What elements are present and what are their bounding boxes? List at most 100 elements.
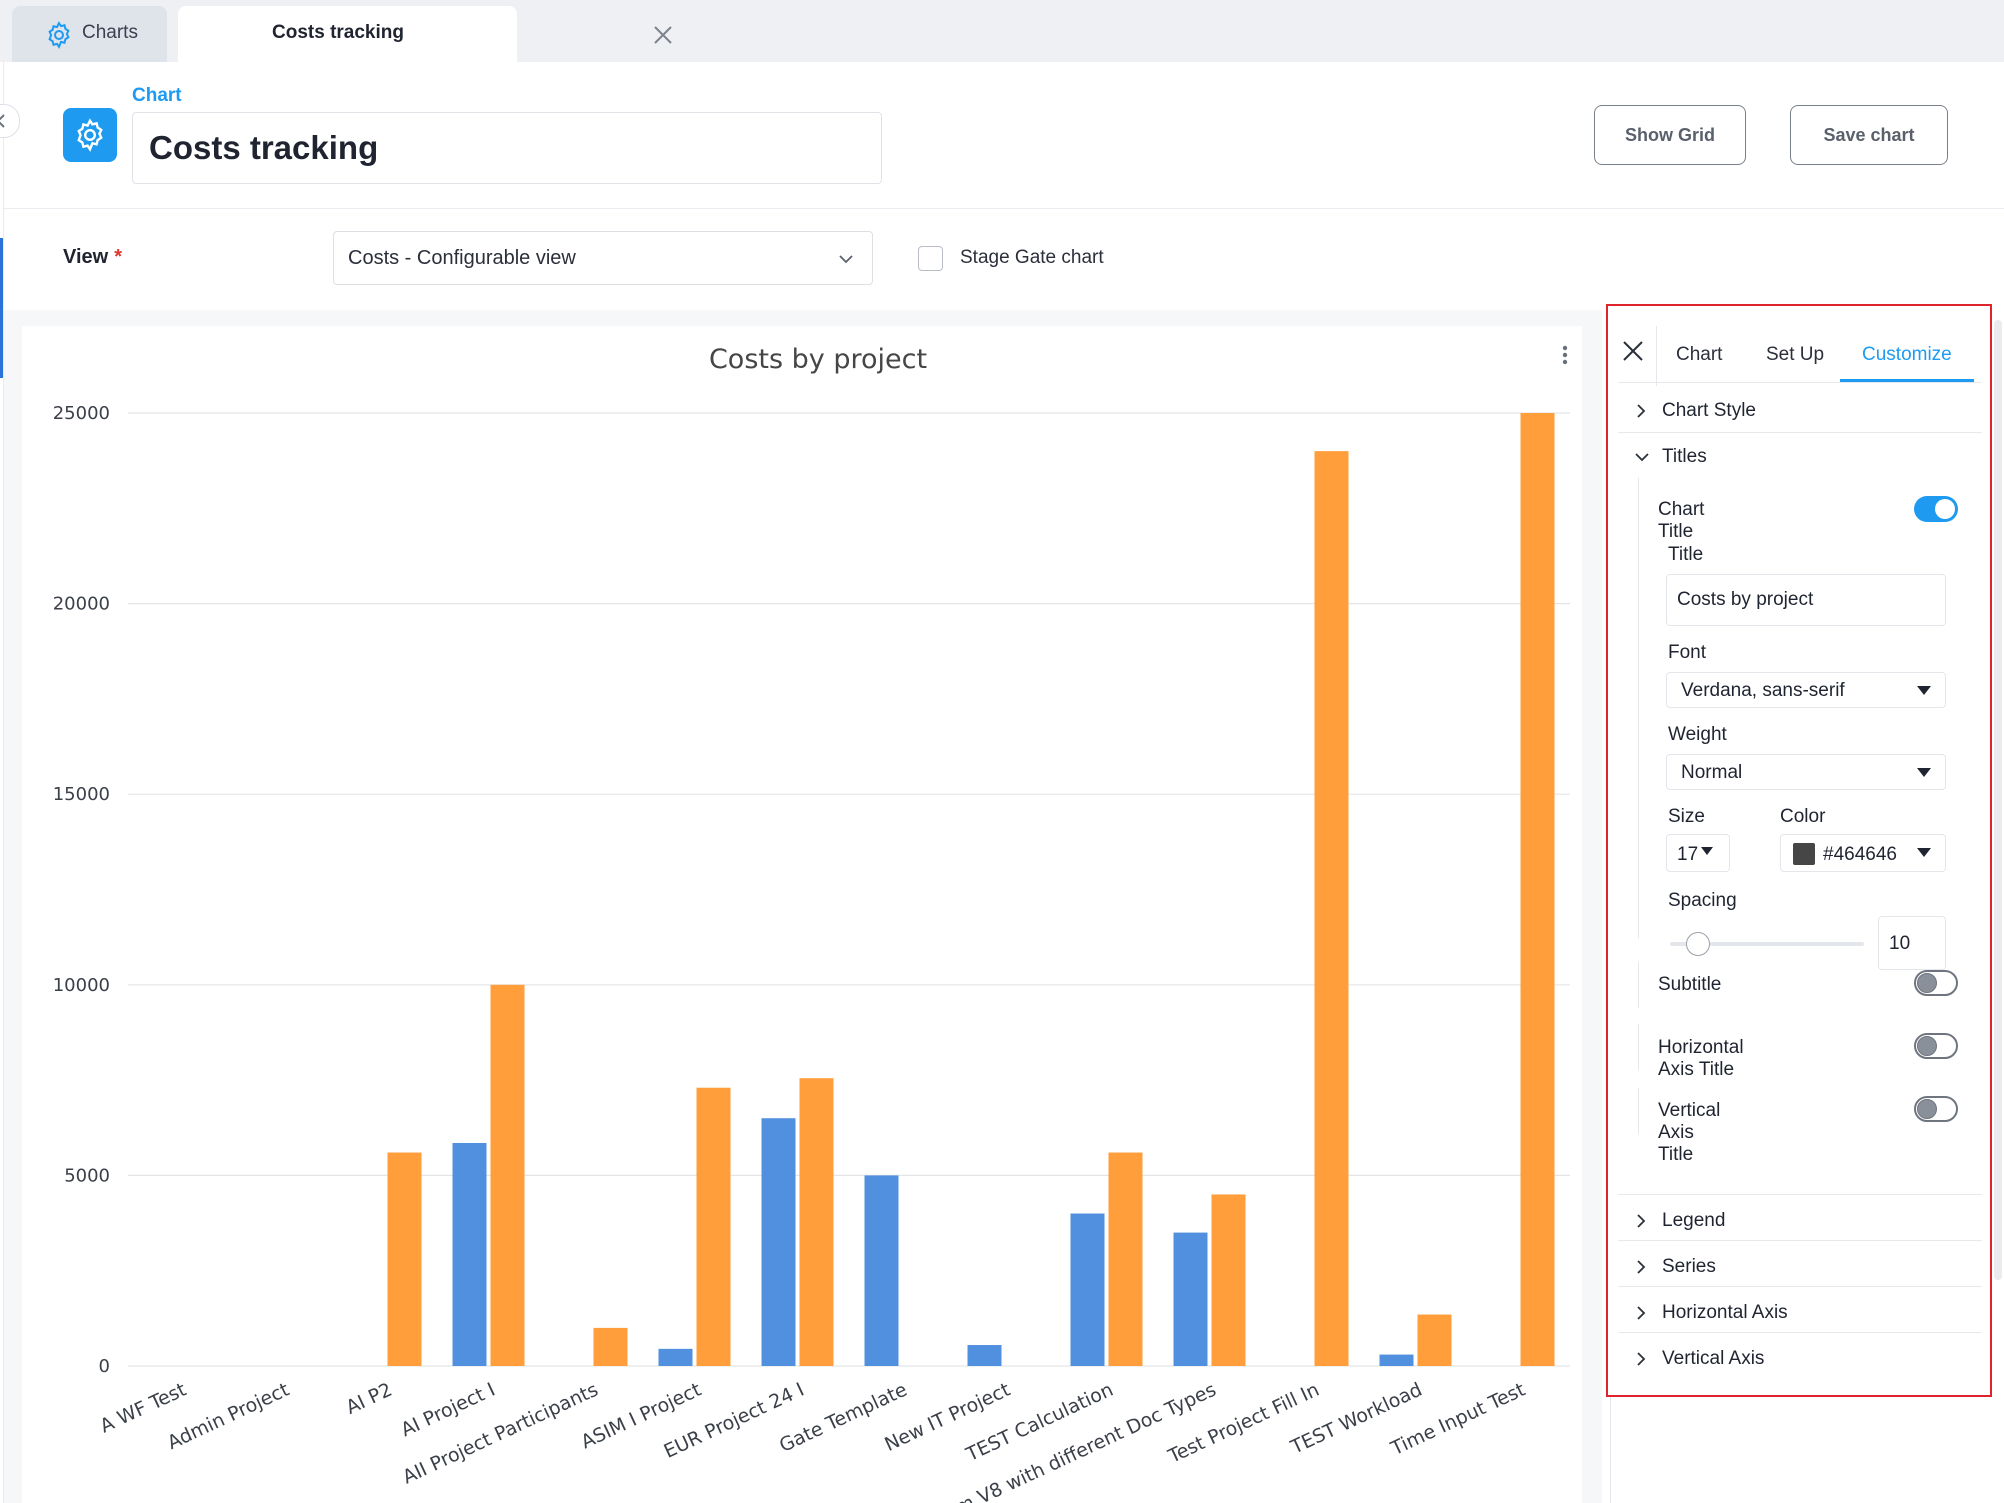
color-field-label: Color bbox=[1780, 806, 1826, 827]
chart-name-input[interactable]: Costs tracking bbox=[132, 112, 882, 184]
chart-title-toggle[interactable] bbox=[1914, 496, 1958, 522]
chevron-down-icon bbox=[1635, 453, 1649, 462]
bar-chart: Costs by project 0 5000 10000 15000 20000 2500… bbox=[53, 344, 1570, 1503]
stage-gate-label: Stage Gate chart bbox=[960, 247, 1104, 268]
chart-gear-icon bbox=[63, 108, 117, 162]
show-grid-button[interactable]: Show Grid bbox=[1594, 105, 1746, 165]
close-icon[interactable] bbox=[1620, 338, 1646, 364]
section-divider bbox=[1618, 1332, 1982, 1333]
tab-charts-label: Charts bbox=[82, 22, 138, 43]
collapse-sidebar-button[interactable] bbox=[0, 104, 20, 138]
section-divider bbox=[1618, 1240, 1982, 1241]
section-divider bbox=[1618, 1286, 1982, 1287]
bar bbox=[1417, 1314, 1452, 1366]
bar bbox=[452, 1142, 487, 1366]
bar bbox=[864, 1175, 899, 1366]
font-field-label: Font bbox=[1668, 642, 1707, 663]
stage-gate-checkbox[interactable] bbox=[918, 246, 943, 271]
vertical-axis-title-label: Vertical Axis Title bbox=[1658, 1100, 1721, 1165]
size-select[interactable]: 17 bbox=[1666, 834, 1730, 872]
vertical-axis-title-toggle[interactable] bbox=[1914, 1096, 1958, 1122]
bar bbox=[1173, 1232, 1208, 1366]
section-legend[interactable]: Legend bbox=[1618, 1198, 1982, 1244]
spacing-slider-handle[interactable] bbox=[1686, 932, 1710, 956]
page-kicker: Chart bbox=[132, 85, 182, 106]
x-tick-label: AII Project Participants bbox=[399, 1379, 601, 1489]
section-horizontal-axis-label: Horizontal Axis bbox=[1662, 1302, 1788, 1323]
subtitle-label: Subtitle bbox=[1658, 974, 1722, 995]
horizontal-axis-title-rail bbox=[1638, 1024, 1639, 1070]
panel-scrollbar[interactable] bbox=[1994, 320, 2002, 1280]
vertical-axis-title-rail bbox=[1638, 1088, 1639, 1134]
spacing-input[interactable]: 10 bbox=[1878, 916, 1946, 970]
bar bbox=[1379, 1354, 1414, 1366]
section-horizontal-axis[interactable]: Horizontal Axis bbox=[1618, 1290, 1982, 1336]
section-chart-style[interactable]: Chart Style bbox=[1618, 388, 1982, 434]
y-tick-label: 20000 bbox=[53, 594, 110, 615]
weight-select-value: Normal bbox=[1681, 762, 1743, 783]
bar bbox=[1314, 451, 1349, 1366]
bar bbox=[1211, 1194, 1246, 1366]
more-vertical-icon[interactable] bbox=[1560, 344, 1570, 366]
tab-customize[interactable]: Customize bbox=[1862, 344, 1952, 365]
tab-costs-tracking[interactable]: Costs tracking bbox=[178, 6, 672, 62]
x-tick-label: AI P2 bbox=[343, 1379, 396, 1419]
y-tick-label: 5000 bbox=[64, 1165, 110, 1186]
bar bbox=[593, 1327, 628, 1366]
spacing-slider-track[interactable] bbox=[1670, 942, 1864, 946]
section-chart-style-label: Chart Style bbox=[1662, 400, 1756, 421]
toggle-knob bbox=[1935, 499, 1955, 519]
chart-title-label: Chart Title bbox=[1658, 499, 1705, 542]
chevron-left-icon bbox=[0, 114, 5, 128]
header-divider bbox=[4, 208, 2004, 209]
section-series[interactable]: Series bbox=[1618, 1244, 1982, 1290]
font-select[interactable]: Verdana, sans-serif bbox=[1666, 672, 1946, 708]
section-divider bbox=[1618, 432, 1982, 433]
tab-chart[interactable]: Chart bbox=[1676, 344, 1723, 365]
section-titles[interactable]: Titles bbox=[1618, 434, 1982, 480]
chart-title: Costs by project bbox=[709, 344, 927, 375]
titles-rail bbox=[1638, 478, 1639, 938]
view-label-text: View bbox=[63, 246, 109, 268]
weight-select[interactable]: Normal bbox=[1666, 754, 1946, 790]
y-tick-label: 10000 bbox=[53, 975, 110, 996]
color-swatch bbox=[1793, 843, 1815, 865]
section-divider bbox=[1618, 1194, 1982, 1195]
close-icon[interactable] bbox=[652, 24, 674, 46]
title-input[interactable]: Costs by project bbox=[1666, 574, 1946, 626]
caret-down-icon bbox=[1917, 768, 1931, 777]
left-divider bbox=[3, 62, 4, 1503]
bar bbox=[490, 984, 525, 1366]
font-select-value: Verdana, sans-serif bbox=[1681, 680, 1845, 701]
y-tick-label: 25000 bbox=[53, 403, 110, 424]
save-chart-button[interactable]: Save chart bbox=[1790, 105, 1948, 165]
tab-charts[interactable]: Charts bbox=[12, 6, 167, 62]
bar bbox=[387, 1152, 422, 1366]
section-legend-label: Legend bbox=[1662, 1210, 1726, 1231]
page-title: Costs tracking bbox=[149, 129, 379, 166]
y-tick-label: 0 bbox=[99, 1356, 110, 1377]
toggle-knob bbox=[1917, 1099, 1937, 1119]
section-titles-label: Titles bbox=[1662, 446, 1707, 467]
horizontal-axis-title-label: Horizontal Axis Title bbox=[1658, 1037, 1744, 1080]
panel-extension bbox=[1610, 1397, 1990, 1503]
spacing-input-value: 10 bbox=[1889, 933, 1911, 954]
nav-accent bbox=[0, 238, 3, 378]
bar bbox=[658, 1348, 693, 1366]
bar bbox=[1070, 1213, 1105, 1366]
subtitle-toggle[interactable] bbox=[1914, 970, 1958, 996]
caret-down-icon bbox=[1917, 848, 1931, 857]
section-series-label: Series bbox=[1662, 1256, 1716, 1277]
title-input-value: Costs by project bbox=[1677, 589, 1814, 610]
section-vertical-axis[interactable]: Vertical Axis bbox=[1618, 1336, 1982, 1382]
view-select[interactable]: Costs - Configurable view bbox=[333, 231, 873, 285]
caret-down-icon bbox=[1917, 686, 1931, 695]
tab-set-up[interactable]: Set Up bbox=[1766, 344, 1825, 365]
tab-costs-tracking-label: Costs tracking bbox=[272, 22, 404, 43]
view-label: View * bbox=[63, 246, 122, 269]
horizontal-axis-title-toggle[interactable] bbox=[1914, 1033, 1958, 1059]
bar bbox=[967, 1345, 1002, 1366]
color-picker[interactable]: #464646 bbox=[1780, 834, 1946, 872]
bar bbox=[761, 1118, 796, 1366]
title-field-label: Title bbox=[1668, 544, 1704, 565]
